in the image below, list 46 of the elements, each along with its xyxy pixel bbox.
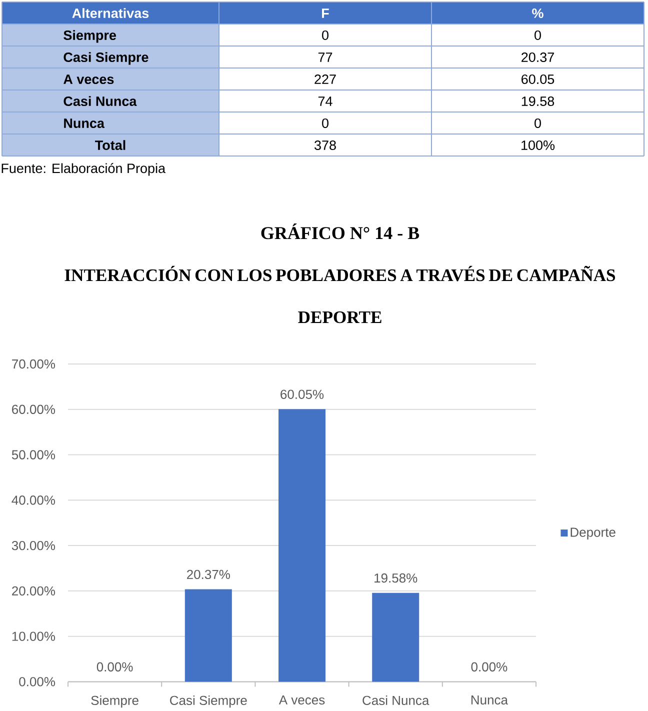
text: Alternativas bbox=[72, 8, 149, 18]
category-label: A veces bbox=[64, 74, 114, 84]
source-note: Fuente: Elaboración Propia bbox=[2, 163, 166, 176]
data-label: 227 bbox=[314, 74, 336, 84]
data-label: 20.37 bbox=[522, 52, 554, 62]
y-tick-label: 70.00% bbox=[12, 359, 56, 369]
category-label: Siempre bbox=[64, 30, 116, 43]
category-label: Casi Nunca bbox=[64, 96, 137, 106]
y-tick-label: 10.00% bbox=[12, 632, 56, 641]
data-label: 77 bbox=[318, 52, 332, 62]
x-tick-label: Siempre bbox=[91, 695, 138, 708]
data-label: 0 bbox=[322, 30, 328, 40]
x-tick-label: Casi Siempre bbox=[170, 695, 247, 708]
data-label: 378 bbox=[314, 140, 336, 150]
y-tick-label: 20.00% bbox=[12, 586, 56, 596]
x-tick-label: A veces bbox=[278, 695, 325, 705]
data-label: 60.05 bbox=[522, 74, 554, 84]
y-tick-label: 30.00% bbox=[12, 540, 56, 550]
data-label: 0.00% bbox=[471, 662, 508, 672]
x-tick-label: Nunca bbox=[471, 695, 508, 705]
data-label: 19.58% bbox=[374, 573, 418, 583]
data-label: 20.37% bbox=[187, 570, 230, 580]
data-label: 74 bbox=[318, 96, 332, 106]
text: % bbox=[532, 8, 544, 18]
y-tick-label: 60.00% bbox=[12, 404, 56, 414]
y-tick-label: 50.00% bbox=[12, 450, 56, 460]
data-label: 0 bbox=[534, 30, 541, 40]
bar bbox=[278, 409, 326, 682]
bar bbox=[184, 589, 232, 682]
data-label: 100% bbox=[522, 140, 555, 150]
data-label: 0 bbox=[534, 118, 541, 128]
legend-label: Deporte bbox=[570, 528, 616, 540]
data-label: 19.58 bbox=[522, 96, 554, 106]
text: F bbox=[322, 8, 329, 18]
data-label: 0.00% bbox=[96, 662, 133, 672]
category-label: Casi Siempre bbox=[64, 52, 148, 65]
category-label: Nunca bbox=[64, 118, 105, 128]
category-label: Total bbox=[95, 140, 126, 150]
y-tick-label: 0.00% bbox=[19, 677, 56, 686]
data-label: 0 bbox=[322, 118, 328, 128]
text: INTERACCIÓN CON LOS POBLADORES A TRAVÉS DE CAMPAÑAS DEPORTE bbox=[64, 266, 616, 324]
data-label: 60.05% bbox=[280, 390, 324, 399]
chart-title: GRÁFICO N° 14 - B bbox=[261, 224, 420, 240]
bar bbox=[372, 592, 420, 682]
y-tick-label: 40.00% bbox=[12, 496, 56, 505]
x-tick-label: Casi Nunca bbox=[362, 695, 430, 706]
